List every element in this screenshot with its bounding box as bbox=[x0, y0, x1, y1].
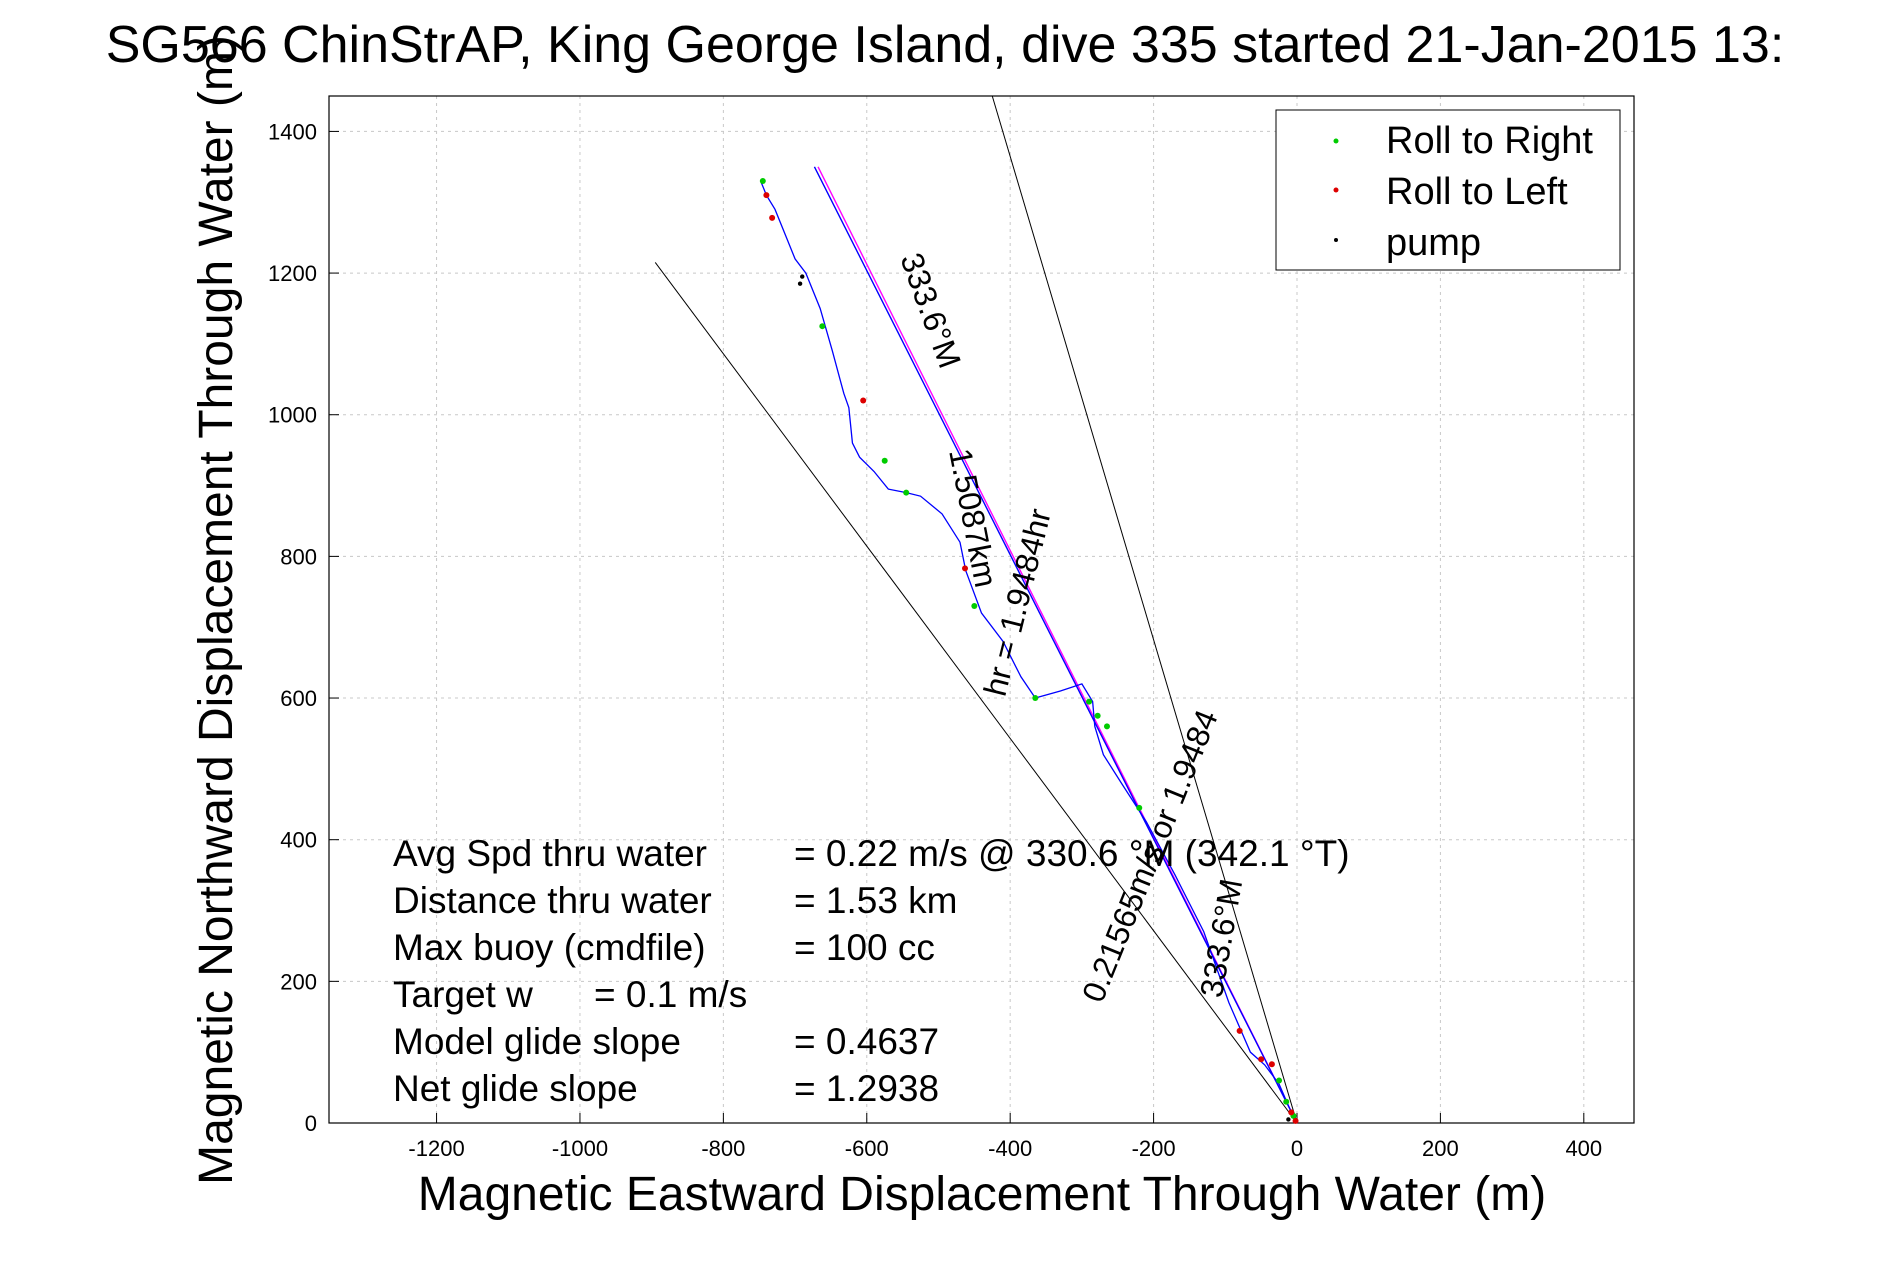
x-tick-label: -200 bbox=[1132, 1136, 1176, 1161]
x-tick-label: 200 bbox=[1422, 1136, 1459, 1161]
stat-label-max-buoy: Max buoy (cmdfile) bbox=[393, 927, 706, 968]
heading-upper-label: 333.6°M bbox=[893, 248, 968, 373]
stat-value-max-buoy: = 100 cc bbox=[794, 927, 935, 968]
roll-left-point bbox=[1288, 1109, 1295, 1116]
legend-label-pump: pump bbox=[1386, 222, 1481, 264]
roll-right-point bbox=[971, 602, 978, 609]
roll-left-point bbox=[769, 214, 776, 221]
x-tick-label: -800 bbox=[701, 1136, 745, 1161]
y-tick-label: 1400 bbox=[268, 119, 317, 144]
stat-value-target-w: = 0.1 m/s bbox=[594, 974, 747, 1015]
y-tick-label: 1200 bbox=[268, 261, 317, 286]
legend-box bbox=[1275, 109, 1621, 271]
y-axis-label: Magnetic Northward Displacement Through … bbox=[190, 35, 243, 1185]
reference-line bbox=[991, 95, 1298, 1124]
legend-marker-pump bbox=[1334, 238, 1338, 242]
stat-value-model-glide: = 0.4637 bbox=[794, 1021, 939, 1062]
roll-right-point bbox=[1283, 1098, 1290, 1105]
stats-block: Avg Spd thru water = 0.22 m/s @ 330.6 °M… bbox=[393, 833, 1350, 1109]
legend: Roll to Right Roll to Left pump bbox=[1275, 109, 1621, 271]
x-tick-label: -1200 bbox=[408, 1136, 464, 1161]
roll-right-point bbox=[759, 177, 766, 184]
roll-left-point bbox=[1292, 1117, 1299, 1124]
pump-point bbox=[800, 274, 805, 279]
stat-label-net-glide: Net glide slope bbox=[393, 1068, 638, 1109]
stat-label-avg-speed: Avg Spd thru water bbox=[393, 833, 707, 874]
y-tick-label: 200 bbox=[280, 969, 317, 994]
x-tick-label: 0 bbox=[1291, 1136, 1303, 1161]
roll-right-point bbox=[1086, 698, 1093, 705]
legend-marker-roll-left bbox=[1333, 187, 1339, 193]
y-tick-label: 400 bbox=[280, 828, 317, 853]
roll-right-point bbox=[1103, 723, 1110, 730]
roll-right-point bbox=[1276, 1077, 1283, 1084]
stat-label-distance: Distance thru water bbox=[393, 880, 712, 921]
reference-lines bbox=[654, 95, 1298, 1124]
roll-right-point bbox=[1136, 804, 1143, 811]
roll-left-point bbox=[1236, 1027, 1243, 1034]
reference-line bbox=[813, 166, 1298, 1124]
roll-right-point bbox=[903, 489, 910, 496]
roll-left-point bbox=[1258, 1056, 1265, 1063]
axis-ticks: -1200 -1000 -800 -600 -400 -200 0 200 400 0 200 400… bbox=[268, 119, 1602, 1161]
roll-left-point bbox=[1268, 1061, 1275, 1068]
x-tick-label: -1000 bbox=[552, 1136, 608, 1161]
x-tick-label: -400 bbox=[988, 1136, 1032, 1161]
stat-label-model-glide: Model glide slope bbox=[393, 1021, 681, 1062]
x-tick-label: 400 bbox=[1565, 1136, 1602, 1161]
roll-right-point bbox=[1032, 695, 1039, 702]
roll-markers bbox=[759, 177, 1299, 1124]
legend-label-roll-right: Roll to Right bbox=[1386, 120, 1593, 162]
roll-right-point bbox=[1094, 712, 1101, 719]
y-tick-label: 800 bbox=[280, 544, 317, 569]
roll-right-point bbox=[881, 457, 888, 464]
plot-area-frame bbox=[328, 95, 1635, 1124]
x-axis-label: Magnetic Eastward Displacement Through W… bbox=[418, 1168, 1546, 1221]
y-tick-label: 0 bbox=[305, 1111, 317, 1136]
stat-label-target-w: Target w bbox=[393, 974, 533, 1015]
reference-line bbox=[654, 262, 1298, 1124]
legend-marker-roll-right bbox=[1333, 138, 1339, 144]
roll-left-point bbox=[962, 565, 969, 572]
x-tick-label: -600 bbox=[845, 1136, 889, 1161]
pump-point bbox=[1286, 1117, 1291, 1122]
legend-label-roll-left: Roll to Left bbox=[1386, 171, 1568, 213]
roll-right-point bbox=[819, 323, 826, 330]
y-tick-label: 600 bbox=[280, 686, 317, 711]
chart-title: SG566 ChinStrAP, King George Island, div… bbox=[106, 16, 1785, 74]
roll-left-point bbox=[860, 397, 867, 404]
pump-point bbox=[797, 281, 803, 286]
stat-value-distance: = 1.53 km bbox=[794, 880, 958, 921]
y-tick-label: 1000 bbox=[268, 403, 317, 428]
distance-label: 1.5087km bbox=[942, 445, 1004, 590]
track-layer bbox=[760, 180, 1298, 1124]
stat-value-net-glide: = 1.2938 bbox=[794, 1068, 939, 1109]
stat-value-avg-speed: = 0.22 m/s @ 330.6 °M (342.1 °T) bbox=[794, 833, 1350, 874]
glider-track-line bbox=[760, 180, 1298, 1124]
roll-left-point bbox=[763, 192, 770, 199]
